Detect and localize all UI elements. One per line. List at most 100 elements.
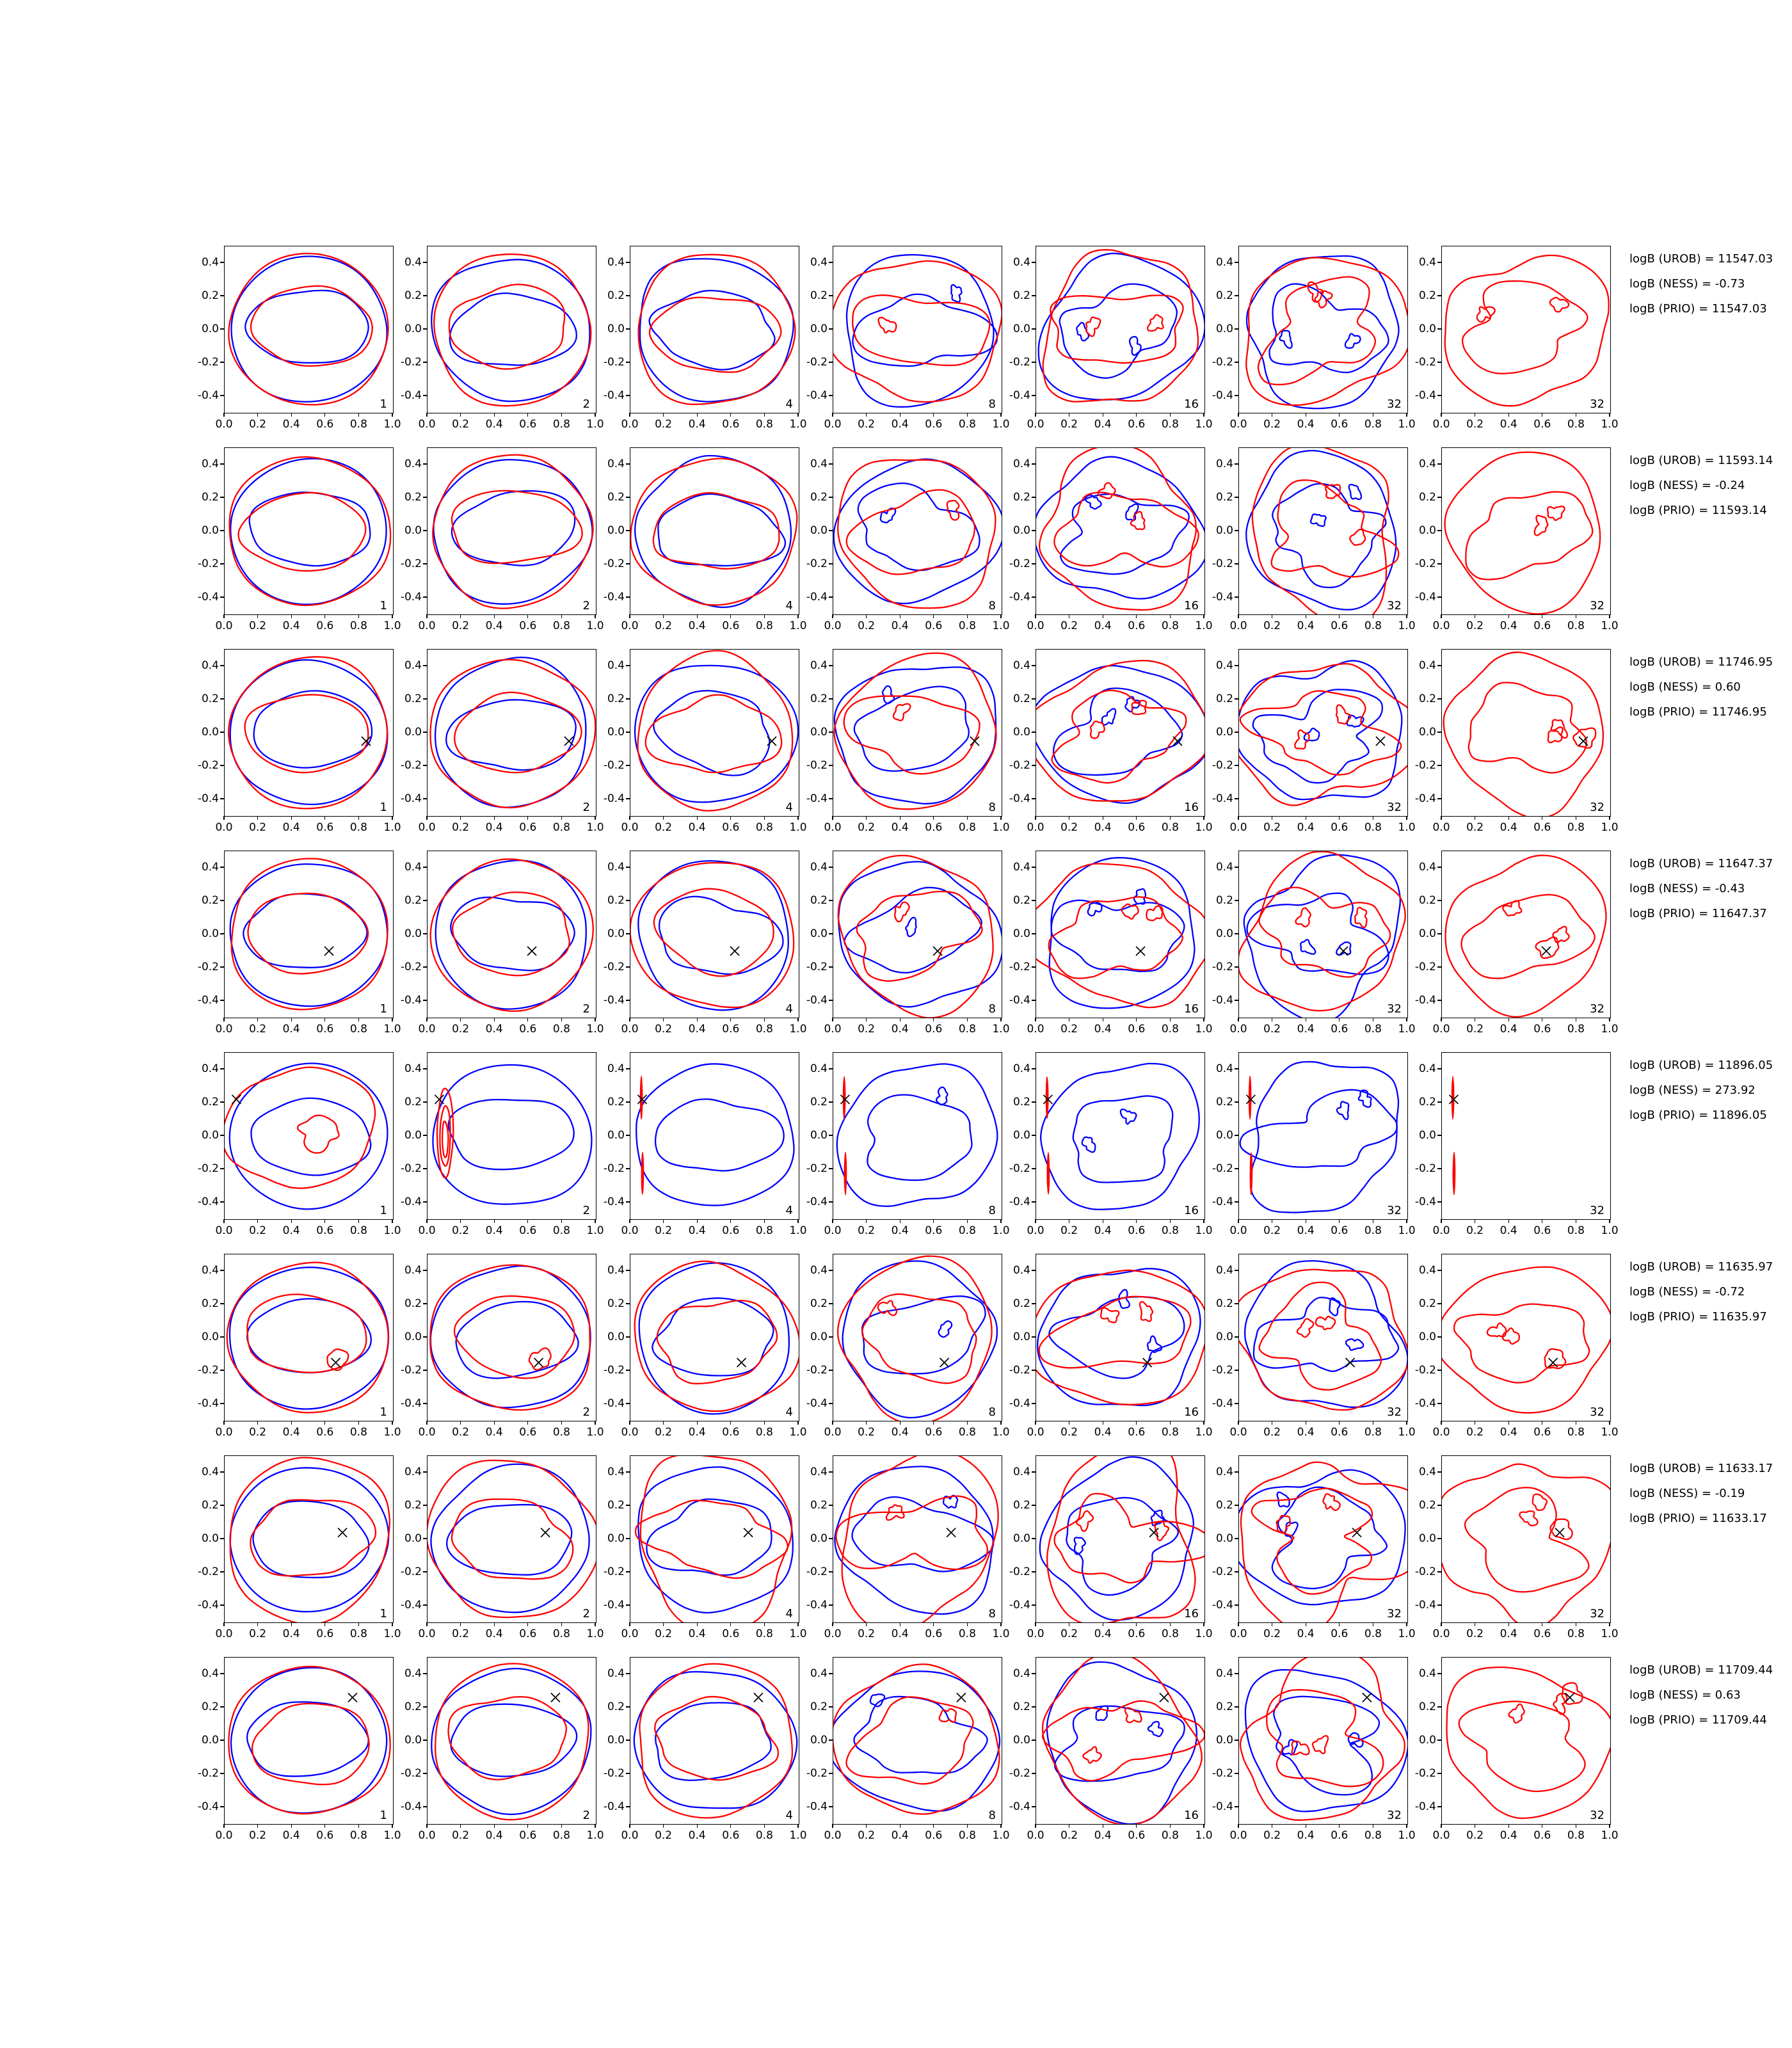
x-tick-label: 1.0	[383, 1628, 401, 1640]
x-tick-label: 0.8	[349, 418, 367, 431]
sample-count-label: 1	[380, 397, 387, 411]
x-tick-mark	[696, 816, 698, 820]
y-tick-label: 0.4	[810, 256, 828, 269]
x-tick-label: 1.0	[1601, 418, 1619, 431]
blue-contour-outer	[1048, 857, 1196, 1009]
y-tick-label: 0.0	[404, 1129, 422, 1142]
y-tick-mark	[829, 596, 833, 598]
y-tick-mark	[1032, 1168, 1036, 1169]
x-tick-label: 0.6	[925, 1829, 943, 1842]
x-tick-mark	[662, 1824, 664, 1828]
red-contour-outer	[836, 459, 996, 609]
y-tick-label: 0.4	[810, 659, 828, 672]
red-contour-inner	[246, 1293, 367, 1373]
x-tick-mark	[1339, 1421, 1340, 1425]
y-tick-mark	[1235, 665, 1238, 666]
sample-count-label: 1	[380, 1809, 387, 1822]
contour-canvas	[1239, 1060, 1400, 1213]
x-tick-label: 0.0	[824, 821, 842, 834]
red-contour-islet	[1501, 1327, 1521, 1345]
x-tick-mark	[1000, 1219, 1002, 1223]
sample-count-label: 4	[785, 397, 793, 411]
blue-contour-outer	[842, 1260, 998, 1419]
red-contour-outer	[1442, 1266, 1610, 1414]
red-contour-islet	[885, 1504, 905, 1521]
x-tick-mark	[426, 1219, 428, 1223]
x-tick-mark	[1609, 1018, 1610, 1021]
sample-count-label: 8	[988, 1607, 996, 1620]
sample-count-label: 4	[785, 1607, 793, 1620]
y-tick-label: -0.2	[197, 1162, 219, 1175]
x-tick-label: 0.2	[1466, 1023, 1484, 1036]
x-tick-mark	[730, 1824, 732, 1828]
y-tick-mark	[1437, 798, 1441, 799]
x-tick-label: 1.0	[1195, 1224, 1213, 1237]
x-tick-mark	[865, 1622, 867, 1626]
axes-box: 32	[1441, 1455, 1611, 1623]
axes-box: 1	[224, 1052, 394, 1220]
x-tick-label: 1.0	[586, 418, 604, 431]
red-contour-inner	[451, 892, 570, 977]
blue-contour-islet	[881, 685, 895, 705]
x-tick-label: 0.4	[1297, 620, 1315, 632]
x-tick-label: 0.0	[1027, 1829, 1044, 1842]
red-contour-islet	[1552, 925, 1570, 943]
red-contour-islet	[1276, 1515, 1292, 1533]
x-tick-label: 0.6	[1533, 1426, 1551, 1439]
x-tick-label: 1.0	[1398, 1224, 1416, 1237]
blue-contour-islet	[1279, 330, 1293, 349]
x-tick-label: 1.0	[789, 1829, 807, 1842]
x-tick-label: 0.2	[1060, 1426, 1078, 1439]
red-contour-islet	[1295, 907, 1311, 928]
x-tick-mark	[696, 1622, 698, 1626]
x-tick-mark	[223, 1824, 225, 1828]
x-tick-label: 0.0	[621, 821, 639, 834]
y-tick-label: 0.2	[1418, 1096, 1436, 1108]
x-tick-mark	[797, 1421, 799, 1425]
y-tick-label: -0.4	[1009, 792, 1030, 805]
blue-contour-outer	[433, 459, 593, 605]
y-tick-label: 0.2	[1012, 491, 1030, 504]
blue-contour-islet	[1125, 503, 1139, 522]
x-tick-mark	[1169, 1219, 1171, 1223]
x-tick-label: 0.2	[1263, 1426, 1281, 1439]
red-contour-inner	[1239, 690, 1402, 776]
contour-canvas	[228, 252, 389, 406]
y-tick-label: -0.2	[1009, 1565, 1030, 1578]
y-tick-mark	[1437, 933, 1441, 934]
x-tick-mark	[493, 1421, 495, 1425]
x-tick-label: 0.6	[1533, 1224, 1551, 1237]
red-contour-inner	[1464, 1487, 1590, 1593]
y-tick-label: 0.0	[607, 1331, 625, 1343]
x-tick-label: 1.0	[1398, 418, 1416, 431]
x-tick-label: 0.8	[1161, 1628, 1179, 1640]
x-tick-mark	[933, 1219, 934, 1223]
y-tick-mark	[220, 698, 224, 700]
red-contour-islet	[1307, 281, 1324, 303]
y-tick-mark	[1032, 1336, 1036, 1338]
contour-canvas	[1444, 854, 1607, 1018]
x-tick-mark	[662, 413, 664, 417]
y-tick-label: 0.4	[810, 1264, 828, 1277]
y-tick-label: 0.2	[607, 1700, 625, 1713]
x-tick-label: 0.4	[891, 1426, 909, 1439]
x-tick-mark	[764, 1622, 765, 1626]
y-tick-label: 0.2	[810, 692, 828, 705]
x-tick-mark	[291, 1622, 292, 1626]
x-tick-label: 1.0	[789, 1023, 807, 1036]
x-tick-label: 0.4	[1297, 1829, 1315, 1842]
y-tick-mark	[626, 1336, 630, 1338]
blue-contour-outer	[1039, 1456, 1194, 1621]
y-tick-mark	[626, 295, 630, 296]
x-tick-label: 1.0	[1195, 418, 1213, 431]
x-tick-label: 0.6	[925, 1224, 943, 1237]
red-contour-inner	[1050, 294, 1184, 364]
x-marker	[730, 946, 740, 956]
x-tick-mark	[324, 413, 326, 417]
x-tick-label: 0.2	[1263, 1628, 1281, 1640]
x-tick-label: 0.8	[552, 1023, 570, 1036]
x-tick-label: 0.6	[1331, 1426, 1348, 1439]
red-contour-inner	[1251, 1487, 1373, 1595]
x-tick-label: 1.0	[383, 418, 401, 431]
axes-box: 2	[427, 1052, 596, 1220]
